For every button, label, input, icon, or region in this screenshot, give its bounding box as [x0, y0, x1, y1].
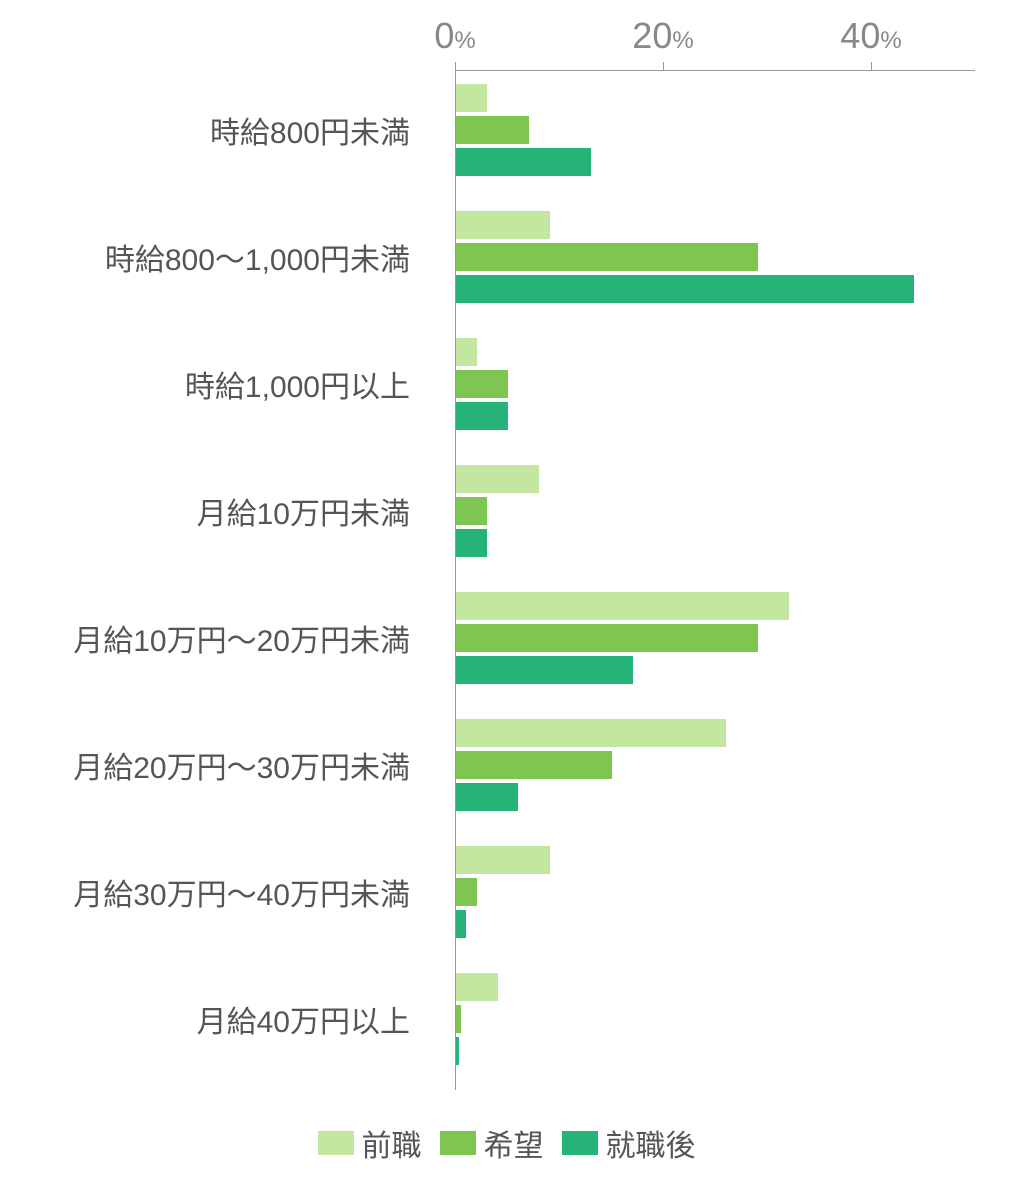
bar-desired — [456, 624, 758, 652]
x-tick-label: 40% — [840, 15, 901, 57]
bar-after — [456, 402, 508, 430]
bar-desired — [456, 370, 508, 398]
x-axis-line — [455, 70, 975, 71]
x-tick — [871, 62, 872, 70]
x-tick — [455, 62, 456, 70]
category-label: 時給1,000円以上 — [185, 362, 410, 406]
category-group: 月給40万円以上 — [455, 973, 975, 1065]
salary-comparison-chart: 0%20%40% 時給800円未満時給800～1,000円未満時給1,000円以… — [0, 0, 1013, 1185]
category-label: 月給40万円以上 — [197, 997, 410, 1041]
legend-swatch — [562, 1131, 598, 1155]
legend-label: 前職 — [362, 1121, 422, 1165]
legend-label: 就職後 — [606, 1121, 696, 1165]
bar-after — [456, 1037, 459, 1065]
x-tick-percent: % — [454, 27, 475, 54]
x-tick — [663, 62, 664, 70]
category-group: 月給20万円～30万円未満 — [455, 719, 975, 811]
x-tick-number: 20 — [632, 15, 672, 56]
bar-desired — [456, 1005, 461, 1033]
bar-desired — [456, 751, 612, 779]
bar-after — [456, 783, 518, 811]
bar-previous — [456, 719, 726, 747]
category-group: 時給800～1,000円未満 — [455, 211, 975, 303]
bar-desired — [456, 878, 477, 906]
bar-after — [456, 275, 914, 303]
category-label: 月給10万円未満 — [197, 489, 410, 533]
bar-after — [456, 910, 466, 938]
category-group: 時給800円未満 — [455, 84, 975, 176]
x-tick-label: 20% — [632, 15, 693, 57]
category-label: 月給30万円～40万円未満 — [73, 870, 410, 914]
bar-previous — [456, 211, 550, 239]
category-label: 月給10万円～20万円未満 — [73, 616, 410, 660]
legend: 前職 希望 就職後 — [0, 1121, 1013, 1165]
x-tick-label: 0% — [434, 15, 475, 57]
category-group: 月給30万円～40万円未満 — [455, 846, 975, 938]
legend-swatch — [318, 1131, 354, 1155]
bar-previous — [456, 846, 550, 874]
bar-desired — [456, 497, 487, 525]
x-tick-number: 40 — [840, 15, 880, 56]
category-label: 時給800円未満 — [210, 108, 410, 152]
category-group: 月給10万円～20万円未満 — [455, 592, 975, 684]
x-tick-percent: % — [672, 27, 693, 54]
bar-previous — [456, 84, 487, 112]
category-group: 時給1,000円以上 — [455, 338, 975, 430]
category-label: 時給800～1,000円未満 — [105, 235, 410, 279]
legend-label: 希望 — [484, 1121, 544, 1165]
legend-item-after: 就職後 — [562, 1121, 696, 1165]
legend-item-previous: 前職 — [318, 1121, 422, 1165]
bar-after — [456, 148, 591, 176]
plot-area: 0%20%40% 時給800円未満時給800～1,000円未満時給1,000円以… — [455, 70, 975, 1090]
bar-after — [456, 529, 487, 557]
bar-previous — [456, 338, 477, 366]
category-group: 月給10万円未満 — [455, 465, 975, 557]
legend-item-desired: 希望 — [440, 1121, 544, 1165]
bar-desired — [456, 116, 529, 144]
bar-previous — [456, 592, 789, 620]
x-tick-percent: % — [880, 27, 901, 54]
category-label: 月給20万円～30万円未満 — [73, 743, 410, 787]
bar-previous — [456, 973, 498, 1001]
bar-after — [456, 656, 633, 684]
x-tick-number: 0 — [434, 15, 454, 56]
legend-swatch — [440, 1131, 476, 1155]
bar-desired — [456, 243, 758, 271]
bar-previous — [456, 465, 539, 493]
